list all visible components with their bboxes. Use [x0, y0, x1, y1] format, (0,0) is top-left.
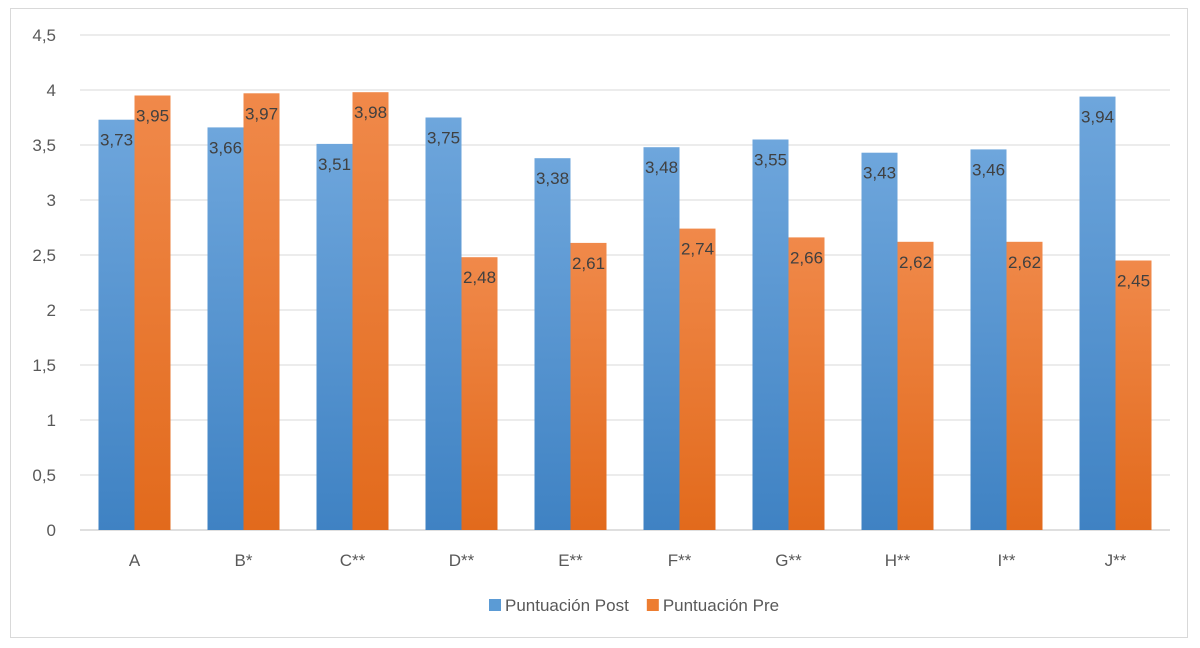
x-tick-label: C** — [340, 551, 366, 570]
y-tick-label: 4 — [47, 81, 56, 100]
legend-swatch-post — [489, 599, 501, 611]
bar-post-2 — [316, 143, 353, 530]
data-label-post-1: 3,66 — [209, 138, 242, 157]
data-label-pre-1: 3,97 — [245, 104, 278, 123]
bar-pre-8 — [1006, 241, 1043, 531]
x-tick-label: E** — [558, 551, 583, 570]
bar-post-6 — [752, 139, 789, 530]
legend-label-pre: Puntuación Pre — [663, 596, 779, 615]
bar-post-9 — [1079, 96, 1116, 530]
x-tick-label: I** — [998, 551, 1016, 570]
bar-pre-6 — [788, 237, 825, 530]
x-tick-label: H** — [885, 551, 911, 570]
x-tick-label: G** — [775, 551, 802, 570]
x-tick-label: A — [129, 551, 141, 570]
x-tick-label: F** — [668, 551, 692, 570]
data-label-pre-8: 2,62 — [1008, 253, 1041, 272]
data-label-pre-9: 2,45 — [1117, 272, 1150, 291]
data-label-post-7: 3,43 — [863, 164, 896, 183]
bar-post-5 — [643, 147, 680, 530]
bar-pre-4 — [570, 242, 607, 530]
y-tick-label: 1,5 — [32, 356, 56, 375]
y-tick-label: 0,5 — [32, 466, 56, 485]
bar-pre-0 — [134, 95, 171, 530]
legend: Puntuación Post Puntuación Pre — [489, 596, 779, 615]
y-axis-ticks: 0 0,5 1 1,5 2 2,5 3 3,5 4 4,5 — [32, 26, 56, 540]
y-tick-label: 3 — [47, 191, 56, 210]
y-tick-label: 1 — [47, 411, 56, 430]
bar-post-1 — [207, 127, 244, 531]
bar-post-3 — [425, 117, 462, 530]
bar-post-7 — [861, 152, 898, 530]
data-label-pre-5: 2,74 — [681, 240, 714, 259]
data-label-pre-6: 2,66 — [790, 248, 823, 267]
legend-label-post: Puntuación Post — [505, 596, 629, 615]
legend-swatch-pre — [646, 599, 659, 611]
data-label-post-6: 3,55 — [754, 151, 787, 170]
bar-post-4 — [534, 158, 571, 530]
data-labels: 3,733,95 3,663,97 3,51 3,98 3,75 2,48 3,38 2,61… — [100, 103, 1150, 290]
bar-pre-9 — [1115, 260, 1152, 530]
x-tick-label: J** — [1105, 551, 1127, 570]
x-tick-label: D** — [449, 551, 475, 570]
data-label-pre-4: 2,61 — [572, 254, 605, 273]
bar-pre-3 — [461, 257, 498, 530]
data-label-pre-3: 2,48 — [463, 268, 496, 287]
bars — [98, 92, 1152, 531]
data-label-post-2: 3,51 — [318, 155, 351, 174]
y-tick-label: 3,5 — [32, 136, 56, 155]
bar-pre-2 — [352, 92, 389, 530]
data-label-post-4: 3,38 — [536, 169, 569, 188]
bar-pre-5 — [679, 228, 716, 530]
bar-post-0 — [98, 119, 135, 530]
bar-pre-7 — [897, 241, 934, 531]
x-axis-ticks: A B* C** D** E** F** G** H** I** J** — [129, 551, 1127, 570]
data-label-post-8: 3,46 — [972, 160, 1005, 179]
y-tick-label: 0 — [47, 521, 56, 540]
data-label-post-3: 3,75 — [427, 129, 460, 148]
data-label-pre-0: 3,95 — [136, 107, 169, 126]
y-tick-label: 4,5 — [32, 26, 56, 45]
x-tick-label: B* — [235, 551, 253, 570]
y-tick-label: 2 — [47, 301, 56, 320]
bar-post-8 — [970, 149, 1007, 530]
data-label-post-0: 3,73 — [100, 131, 133, 150]
data-label-pre-7: 2,62 — [899, 253, 932, 272]
y-tick-label: 2,5 — [32, 246, 56, 265]
data-label-post-9: 3,94 — [1081, 108, 1114, 127]
bar-pre-1 — [243, 93, 280, 531]
data-label-post-5: 3,48 — [645, 158, 678, 177]
data-label-pre-2: 3,98 — [354, 103, 387, 122]
